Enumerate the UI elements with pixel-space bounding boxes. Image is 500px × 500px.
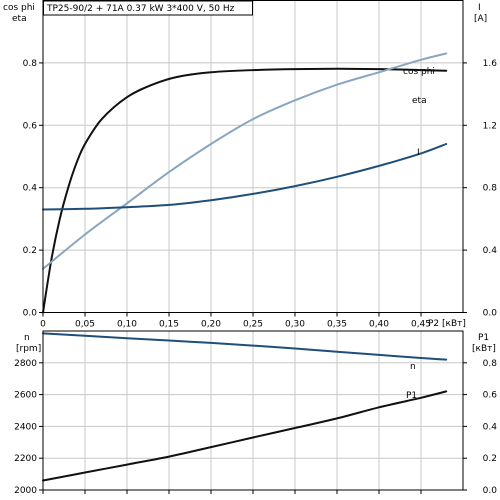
series-label-n: n [410,362,416,372]
top-y-left-tick-label: 0.4 [23,184,38,194]
curve-n [42,332,448,361]
x-tick-label: 0,40 [369,320,389,330]
top-y-left-tick-label: 0.8 [23,59,38,69]
top-y-left-tick-label: 0.0 [23,309,38,319]
bottom-y-right-tick-label: 0.4 [483,422,498,432]
bottom-curves [42,332,448,482]
bottom-panel: 2000 2200 2400 2600 2800 0.0 0.2 0.4 0.6 0.8 n [r… [14,330,497,496]
y-right-label-i: I [478,3,481,13]
curve-cos-phi [42,52,448,270]
top-y-left-tick-label: 0.2 [23,246,37,256]
bottom-y-right-tick-label: 0.2 [483,454,497,464]
y-left-label-eta: eta [12,14,27,24]
series-label-p1: P1 [406,391,417,401]
bottom-y-right-tick-label: 0.8 [483,359,498,369]
top-y-right-tick-label: 0.4 [483,246,498,256]
top-y-right-tick-label: 1.2 [483,121,497,131]
series-label-i: I [417,148,420,158]
chart-title: TP25-90/2 + 71A 0.37 kW 3*400 V, 50 Hz [46,4,235,14]
y-right-label-unit: [A] [474,14,487,24]
y-right-label-p1: P1 [478,333,489,343]
y-left-label-rpm: [rpm] [16,344,41,354]
bottom-y-left-tick-label: 2000 [14,486,37,496]
top-y-left-tick-label: 0.6 [23,121,38,131]
curve-eta [42,67,448,314]
bottom-y-right-tick-label: 0.6 [483,391,498,401]
x-axis-label: P2 [кВт] [428,319,466,329]
bottom-y-left-tick-label: 2400 [14,422,37,432]
x-tick-label: 0,15 [159,320,179,330]
series-label-cos-phi: cos phi [403,67,435,77]
x-tick-label: 0,30 [285,320,305,330]
top-y-right-tick-label: 1.6 [483,59,498,69]
series-label-eta: eta [412,96,427,106]
x-tick-label: 0,35 [327,320,347,330]
title-box [43,0,253,16]
bottom-y-left-tick-label: 2200 [14,454,37,464]
x-tick-label: 0,45 [411,320,431,330]
top-ticks: 0 0,05 0,10 0,15 0,20 0,25 0,30 0,35 0,40 0,45 0.0… [23,59,498,330]
top-y-right-tick-label: 0.8 [483,184,498,194]
curve-p1 [42,390,448,482]
top-y-right-tick-label: 0.0 [483,309,498,319]
x-tick-label: 0,25 [243,320,263,330]
x-tick-label: 0,10 [117,320,137,330]
bottom-y-left-tick-label: 2600 [14,391,37,401]
top-curves [42,52,448,314]
y-right-label-kw: [кВт] [472,344,496,354]
curve-i [42,143,448,211]
bottom-y-right-tick-label: 0.0 [483,486,498,496]
y-left-label-cosphi: cos phi [3,3,35,13]
x-tick-label: 0 [40,320,46,330]
y-left-label-n: n [24,333,30,343]
bottom-y-left-tick-label: 2800 [14,359,37,369]
bottom-ticks: 2000 2200 2400 2600 2800 0.0 0.2 0.4 0.6 0.8 [14,359,497,496]
x-tick-label: 0,20 [201,320,221,330]
top-grid [43,0,463,313]
x-tick-label: 0,05 [75,320,95,330]
top-panel: 0 0,05 0,10 0,15 0,20 0,25 0,30 0,35 0,40 0,45 0.0… [3,0,498,330]
